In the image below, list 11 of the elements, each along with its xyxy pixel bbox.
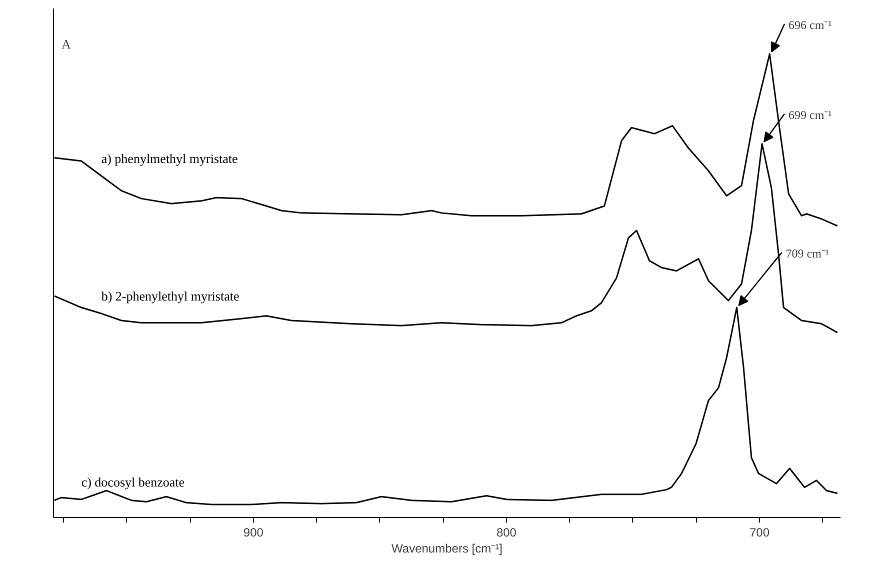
series-label: c) docosyl benzoate (81, 474, 185, 490)
x-tick-label: 800 (496, 526, 517, 540)
x-axis-title: Wavenumbers [cm⁻¹] (392, 542, 502, 556)
y-axis-title: A (62, 36, 72, 52)
series-label: b) 2-phenylethyl myristate (101, 288, 240, 304)
annotation: 709 cm⁻¹ (786, 246, 830, 261)
x-tick-label: 900 (243, 526, 264, 540)
annotation: 699 cm⁻¹ (788, 108, 832, 122)
annotation: 696 cm⁻¹ (788, 18, 832, 32)
x-tick-label: 700 (750, 526, 770, 540)
series-label: a) phenylmethyl myristate (101, 150, 238, 166)
